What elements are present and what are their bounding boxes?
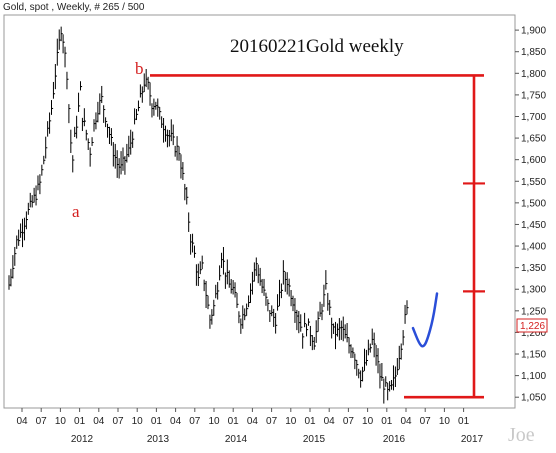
x-tick-label: 04	[400, 416, 412, 427]
y-tick-label: 1,150	[521, 350, 546, 361]
x-tick-label: 04	[16, 416, 28, 427]
x-tick-label: 04	[93, 416, 105, 427]
x-tick-label: 07	[266, 416, 278, 427]
x-tick-label: 01	[458, 416, 470, 427]
y-tick-label: 1,400	[521, 242, 546, 253]
y-tick-label: 1,800	[521, 69, 546, 80]
x-tick-label: 07	[343, 416, 355, 427]
y-tick-label: 1,600	[521, 155, 546, 166]
x-tick-label: 10	[362, 416, 374, 427]
x-tick-label: 07	[36, 416, 48, 427]
chart-header: Gold, spot , Weekly, # 265 / 500	[3, 2, 145, 13]
x-tick-label: 04	[324, 416, 336, 427]
x-tick-label: 04	[170, 416, 182, 427]
x-tick-label: 07	[189, 416, 201, 427]
plot-frame	[3, 14, 516, 409]
x-tick-label: 10	[285, 416, 297, 427]
x-year-label: 2014	[225, 434, 248, 445]
price-bars	[8, 26, 409, 404]
y-tick-label: 1,750	[521, 90, 546, 101]
x-tick-label: 01	[228, 416, 240, 427]
level-lines	[150, 74, 485, 399]
y-tick-label: 1,900	[521, 26, 546, 37]
chart-title: 20160221Gold weekly	[230, 36, 404, 57]
y-tick-label: 1,050	[521, 393, 546, 404]
x-year-label: 2012	[71, 434, 94, 445]
y-tick-label: 1,200	[521, 328, 546, 339]
x-year-label: 2017	[461, 434, 484, 445]
last-price-badge: 1,226	[516, 318, 548, 333]
x-tick-label: 07	[420, 416, 432, 427]
x-tick-label: 10	[55, 416, 67, 427]
x-tick-label: 10	[439, 416, 451, 427]
x-tick-label: 01	[151, 416, 163, 427]
x-tick-label: 04	[247, 416, 259, 427]
x-tick-label: 10	[132, 416, 144, 427]
wave-label-b: b	[135, 59, 144, 78]
y-tick-label: 1,100	[521, 371, 546, 382]
x-year-label: 2016	[383, 434, 406, 445]
watermark: Joe	[508, 424, 535, 446]
y-axis: 1,050 1,100 1,150 1,200 1,250 1,300 1,350 1,400…	[515, 26, 546, 404]
x-year-label: 2015	[303, 434, 326, 445]
y-tick-label: 1,550	[521, 177, 546, 188]
y-tick-label: 1,700	[521, 112, 546, 123]
x-tick-label: 10	[208, 416, 220, 427]
y-tick-label: 1,300	[521, 285, 546, 296]
x-tick-label: 07	[112, 416, 124, 427]
x-axis: 04 07 10 01 04 07 10 01 04 07 10 01 04 07 10 01 04 07 10 01…	[16, 408, 484, 445]
x-year-label: 2013	[147, 434, 170, 445]
projection-curve	[411, 292, 439, 348]
last-price-label: 1,226	[520, 321, 545, 332]
x-tick-label: 01	[381, 416, 393, 427]
wave-label-a: a	[72, 202, 80, 221]
x-tick-label: 01	[304, 416, 316, 427]
y-tick-label: 1,450	[521, 220, 546, 231]
y-tick-label: 1,250	[521, 306, 546, 317]
y-tick-label: 1,650	[521, 134, 546, 145]
y-tick-label: 1,850	[521, 47, 546, 58]
y-tick-label: 1,350	[521, 263, 546, 274]
y-tick-label: 1,500	[521, 198, 546, 209]
x-tick-label: 01	[74, 416, 86, 427]
